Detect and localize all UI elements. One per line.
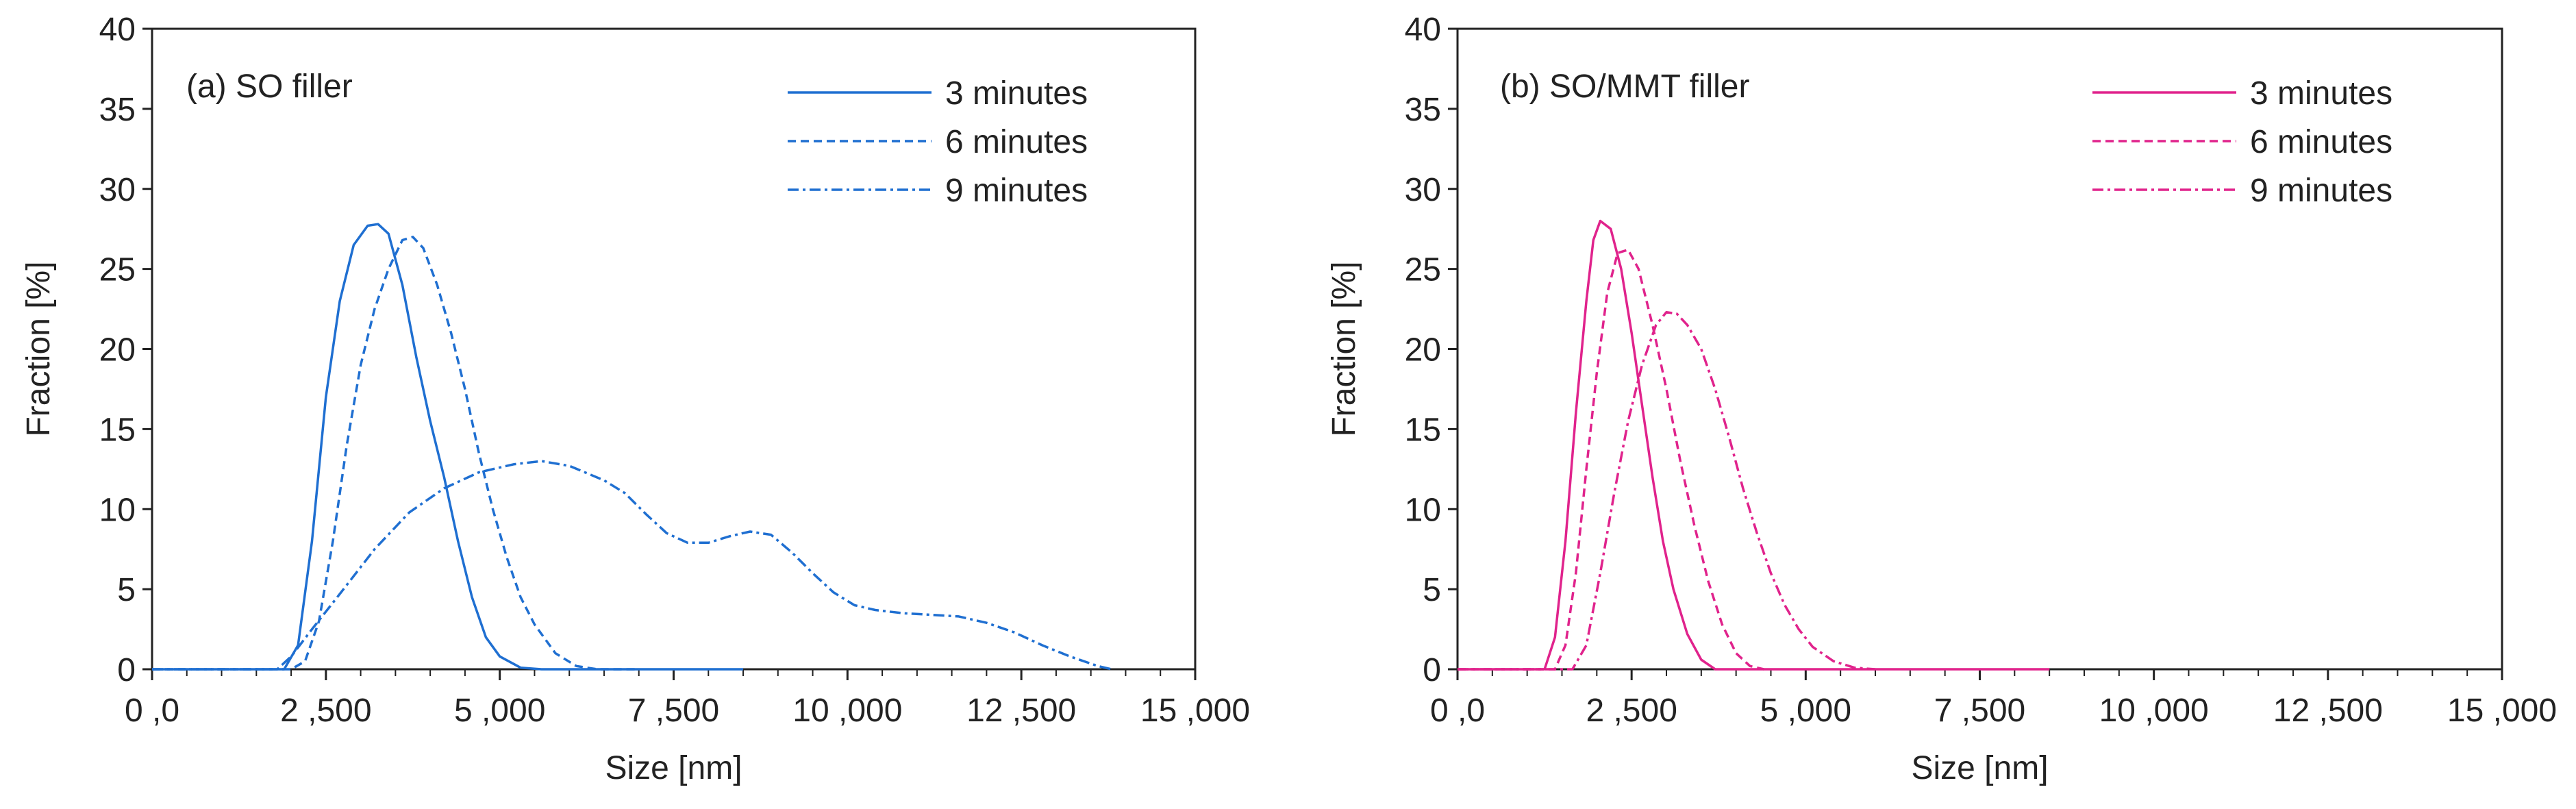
y-tick-label: 35 — [1405, 92, 1441, 128]
series-line-6-minutes — [1458, 248, 1764, 671]
y-tick-label: 20 — [1405, 332, 1441, 369]
y-tick-label: 5 — [1423, 572, 1441, 608]
legend-label: 6 minutes — [2250, 124, 2392, 160]
series-line-9-minutes — [152, 460, 1112, 671]
x-tick-label: 2 ,500 — [1586, 693, 1677, 729]
y-tick-label: 20 — [99, 332, 136, 369]
x-tick-label: 7 ,500 — [1934, 693, 2025, 729]
x-tick-label: 5 ,000 — [454, 693, 545, 729]
y-tick-label: 5 — [117, 572, 136, 608]
legend-label: 3 minutes — [945, 75, 1088, 112]
series-line-3-minutes — [152, 223, 743, 671]
x-tick-label: 10 ,000 — [792, 693, 902, 729]
x-tick-label: 12 ,500 — [2273, 693, 2383, 729]
legend-label: 3 minutes — [2250, 75, 2392, 112]
x-tick-label: 0 ,0 — [125, 693, 179, 729]
chart-panel-b: 0 5 10 15 20 25 30 35 40 0 ,0 2 ,500 5 ,000 7 ,500 10… — [1326, 12, 2557, 786]
legend-label: 6 minutes — [945, 124, 1088, 160]
x-tick-label: 10 ,000 — [2099, 693, 2209, 729]
y-tick-label: 35 — [99, 92, 136, 128]
series-line-9-minutes — [1458, 310, 1876, 671]
panel-label: (a) SO filler — [186, 69, 353, 105]
x-axis-title: Size [nm] — [605, 750, 742, 786]
x-tick-label: 15 ,000 — [2447, 693, 2557, 729]
series-line-3-minutes — [1458, 219, 2050, 671]
y-tick-label: 40 — [99, 12, 136, 48]
x-tick-label: 7 ,500 — [628, 693, 719, 729]
y-tick-label: 25 — [99, 252, 136, 288]
x-axis-title: Size [nm] — [1911, 750, 2048, 786]
y-axis-title: Fraction [%] — [1326, 261, 1362, 436]
y-tick-label: 10 — [99, 492, 136, 528]
x-tick-label: 5 ,000 — [1760, 693, 1851, 729]
x-tick-label: 12 ,500 — [966, 693, 1076, 729]
y-tick-label: 15 — [99, 412, 136, 448]
y-tick-label: 25 — [1405, 252, 1441, 288]
panel-label: (b) SO/MMT filler — [1500, 69, 1749, 105]
x-tick-label: 2 ,500 — [280, 693, 371, 729]
y-tick-label: 10 — [1405, 492, 1441, 528]
y-axis-title: Fraction [%] — [21, 261, 57, 436]
y-tick-label: 15 — [1405, 412, 1441, 448]
y-tick-label: 0 — [117, 652, 136, 688]
y-tick-label: 0 — [1423, 652, 1441, 688]
x-tick-label: 15 ,000 — [1140, 693, 1250, 729]
legend-label: 9 minutes — [945, 173, 1088, 209]
y-tick-label: 30 — [1405, 172, 1441, 208]
series-line-6-minutes — [152, 236, 639, 671]
x-tick-label: 0 ,0 — [1430, 693, 1485, 729]
legend-label: 9 minutes — [2250, 173, 2392, 209]
y-tick-label: 30 — [99, 172, 136, 208]
chart-panel-a: 0 5 10 15 20 25 30 35 40 0 ,0 2 ,500 5 ,000 7 ,500 10… — [21, 12, 1250, 786]
y-tick-label: 40 — [1405, 12, 1441, 48]
